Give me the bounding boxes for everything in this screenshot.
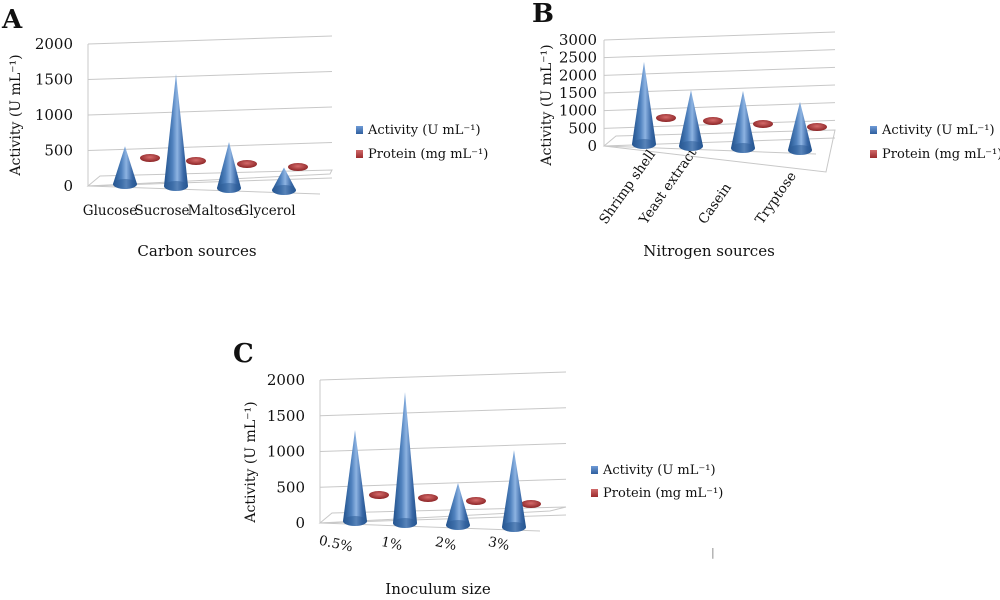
protein-disc-mark: [418, 494, 438, 502]
panel-letter: B: [532, 0, 554, 29]
legend: Activity (U mL⁻¹) Protein (mg mL⁻¹): [356, 123, 488, 162]
x-axis-label: Carbon sources: [137, 242, 256, 260]
x-tick-label: 3%: [487, 534, 511, 554]
protein-disc-mark: [807, 123, 827, 131]
y-tick-label: 1500: [267, 407, 305, 425]
protein-disc-mark: [466, 497, 486, 505]
y-tick-label: 500: [44, 142, 73, 160]
floor-plane: [86, 169, 333, 187]
protein-disc-mark: [288, 163, 308, 171]
legend-label-protein: Protein (mg mL⁻¹): [368, 147, 488, 162]
protein-disc-mark: [521, 500, 541, 508]
activity-cone-mark: [217, 141, 241, 193]
x-tick-label: Glucose: [83, 203, 137, 219]
protein-disc-mark: [656, 114, 676, 122]
y-axis-label: Activity (U mL⁻¹): [539, 44, 555, 166]
protein-disc-mark: [753, 120, 773, 128]
legend-swatch-protein: [870, 150, 877, 158]
gridline: [87, 71, 333, 80]
chart-panel-a: A 0 500 1000 1500 2000 Activity (U mL⁻¹) Carbon…: [1, 5, 488, 260]
protein-disc-mark: [140, 154, 160, 162]
activity-cone-mark: [788, 101, 812, 155]
chart-panel-c: C 0 500 1000 1500 2000 Activity (U mL⁻¹) Inocul…: [233, 339, 723, 598]
gridline: [319, 371, 567, 381]
activity-cone-mark: [679, 90, 703, 151]
y-axis-label: Activity (U mL⁻¹): [8, 54, 24, 176]
legend-swatch-activity: [356, 126, 363, 134]
gridline: [603, 84, 836, 94]
activity-cone-mark: [731, 90, 755, 153]
legend-label-protein: Protein (mg mL⁻¹): [603, 486, 723, 501]
y-tick-label: 0: [587, 137, 597, 155]
y-tick-label: 1500: [559, 84, 597, 102]
activity-cone-mark: [343, 430, 367, 526]
protein-disc-mark: [703, 117, 723, 125]
y-tick-label: 2000: [35, 35, 73, 53]
activity-cone-mark: [164, 73, 188, 191]
legend-label-activity: Activity (U mL⁻¹): [602, 463, 716, 478]
gridline: [319, 407, 567, 417]
protein-disc-mark: [237, 160, 257, 168]
x-tick-label: 1%: [380, 534, 404, 554]
y-tick-label: 0: [63, 177, 73, 195]
y-tick-label: 3000: [559, 31, 597, 49]
gridline: [603, 66, 836, 76]
gridline: [87, 35, 333, 45]
gridline: [319, 443, 567, 452]
legend: Activity (U mL⁻¹) Protein (mg mL⁻¹): [591, 463, 723, 501]
gridline: [87, 106, 333, 116]
gridline: [603, 49, 836, 59]
x-tick-label: Sucrose: [134, 203, 189, 219]
y-axis-label: Activity (U mL⁻¹): [243, 401, 259, 523]
x-tick-label: Casein: [695, 180, 735, 227]
stray-mark: |: [711, 546, 715, 559]
x-axis-label: Nitrogen sources: [643, 242, 775, 260]
protein-disc-mark: [369, 491, 389, 499]
y-tick-label: 2500: [559, 49, 597, 67]
gridline: [603, 31, 836, 41]
legend-swatch-activity: [870, 126, 877, 134]
activity-cone-mark: [113, 146, 137, 189]
x-tick-label: Tryptose: [752, 169, 800, 227]
y-tick-label: 500: [568, 119, 597, 137]
activity-cone-mark: [446, 482, 470, 530]
legend-label-activity: Activity (U mL⁻¹): [881, 123, 995, 138]
y-tick-label: 1000: [267, 443, 305, 461]
activity-cone-mark: [272, 167, 296, 195]
legend-swatch-protein: [591, 489, 598, 497]
legend-swatch-activity: [591, 466, 598, 474]
floor-plane: [318, 506, 567, 524]
x-tick-label: 0.5%: [317, 533, 354, 556]
y-tick-label: 2000: [559, 66, 597, 84]
panel-letter: A: [1, 5, 23, 35]
gridline: [87, 142, 333, 151]
legend-label-protein: Protein (mg mL⁻¹): [882, 147, 1000, 162]
x-tick-label: 2%: [434, 534, 458, 554]
legend-swatch-protein: [356, 150, 363, 158]
x-tick-label: Glycerol: [238, 203, 295, 219]
y-tick-label: 1000: [35, 106, 73, 124]
y-tick-label: 2000: [267, 371, 305, 389]
y-tick-label: 500: [276, 478, 305, 496]
protein-disc-mark: [186, 157, 206, 165]
legend-label-activity: Activity (U mL⁻¹): [367, 123, 481, 138]
legend: Activity (U mL⁻¹) Protein (mg mL⁻¹): [870, 123, 1000, 162]
y-tick-label: 1000: [559, 102, 597, 120]
floor-plane: [602, 129, 836, 173]
x-tick-label: Maltose: [188, 203, 243, 219]
y-tick-label: 0: [295, 514, 305, 532]
y-tick-label: 1500: [35, 71, 73, 89]
activity-cone-mark: [632, 61, 656, 150]
activity-cone-mark: [393, 392, 417, 528]
x-axis-label: Inoculum size: [385, 580, 491, 598]
activity-cone-mark: [502, 450, 526, 532]
panel-letter: C: [233, 339, 254, 369]
